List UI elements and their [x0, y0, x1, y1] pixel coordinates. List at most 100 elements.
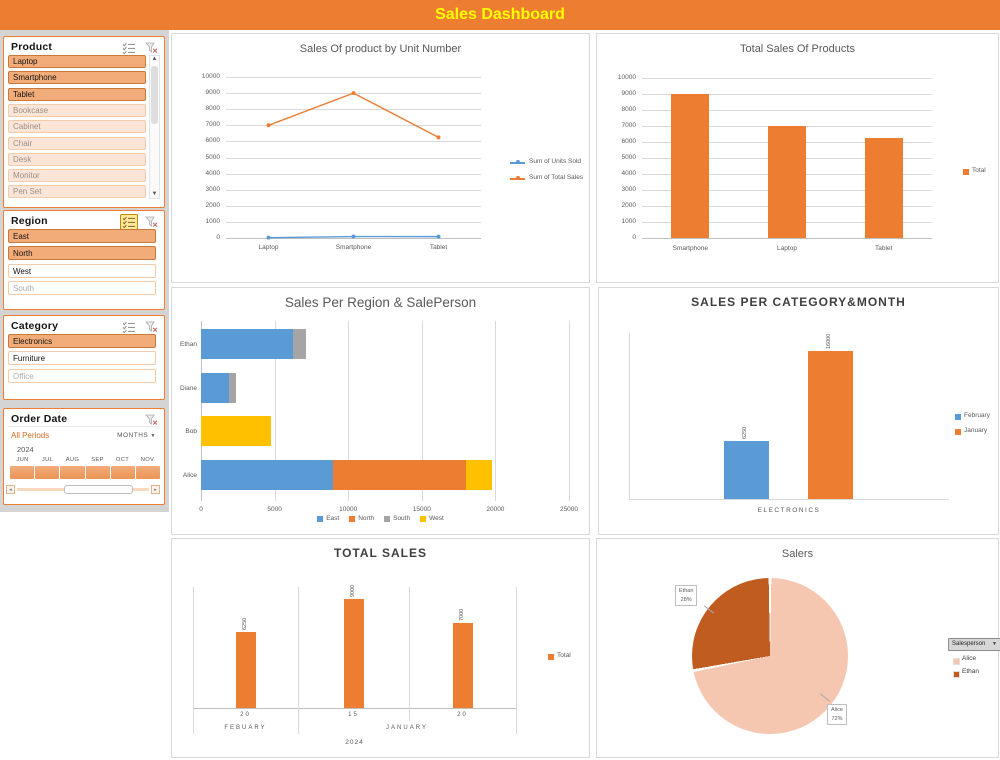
product-scrollbar-up-arrow[interactable]: ▲ [151, 56, 158, 62]
timeline-selected-segment[interactable] [85, 466, 110, 479]
chart-title: Sales Of product by Unit Number [299, 43, 462, 55]
legend-swatch [955, 429, 961, 435]
slicer-item-tablet[interactable]: Tablet [8, 87, 146, 101]
timeline-scroll-left-arrow[interactable]: ◂ [6, 485, 15, 494]
bar-segment-south [228, 372, 237, 403]
slicer-item-desk[interactable]: Desk [8, 152, 146, 166]
chart-units-line[interactable]: Sales Of product by Unit Number 0 1000 200… [171, 33, 590, 283]
x-axis-month-label: JANUARY [386, 725, 428, 731]
slicer-category-title: Category [11, 320, 59, 332]
clear-filter-icon[interactable] [142, 214, 160, 230]
slicer-item-smartphone[interactable]: Smartphone [8, 71, 146, 85]
slicer-item-electronics[interactable]: Electronics [8, 334, 156, 348]
legend-label: South [393, 515, 411, 522]
bar-total [452, 623, 473, 708]
slicer-item-south[interactable]: South [8, 280, 156, 295]
pie-field-button-salesperson[interactable]: Salesperson ▼ [948, 638, 1000, 651]
slicer-item-chair[interactable]: Chair [8, 136, 146, 150]
clear-filter-icon[interactable] [142, 412, 160, 428]
slicer-item-office[interactable]: Office [8, 368, 156, 383]
gridline [226, 205, 481, 207]
chart-sales-per-category-month[interactable]: SALES PER CATEGORY&MONTH 6250 February 160… [598, 287, 999, 535]
axis-tick-month-level [193, 721, 194, 734]
gridline [421, 321, 423, 501]
slicer-item-pen-set[interactable]: Pen Set [8, 185, 146, 199]
timeline-scroll-right-arrow[interactable]: ▸ [151, 485, 160, 494]
bar-total [343, 599, 364, 708]
gridline [226, 157, 481, 159]
legend-swatch [953, 658, 960, 665]
timeline-selected-segment[interactable] [135, 466, 161, 479]
multi-select-glyph [122, 216, 135, 228]
slicer-item-laptop[interactable]: Laptop [8, 55, 146, 68]
clear-filter-icon[interactable] [142, 40, 160, 56]
chart-sales-per-region-salesperson[interactable]: Sales Per Region & SalePerson 0 5000 10000… [171, 287, 590, 535]
slicer-item-east[interactable]: East [8, 229, 156, 243]
multi-select-icon[interactable] [120, 40, 138, 56]
gridline [409, 587, 410, 708]
legend: East North South West [172, 515, 589, 522]
y-axis-tick-label: 4000 [205, 169, 220, 177]
legend-swatch [953, 671, 960, 678]
chart-salers-pie[interactable]: Salers Salesperson ▼ Alice 72% Alice Ethan… [596, 538, 1000, 758]
chart-title: TOTAL SALES [333, 546, 427, 560]
timeline-selected-segment[interactable] [35, 466, 60, 479]
timeline-selected-segment[interactable] [10, 466, 35, 479]
axis-tick-day-level [516, 708, 517, 721]
data-point-marker [266, 235, 271, 240]
y-axis-category-label: Ethan [180, 341, 197, 348]
chart-title: Total Sales Of Products [740, 43, 855, 55]
slicer-item-monitor[interactable]: Monitor [8, 169, 146, 183]
timeline-selected-segment[interactable] [60, 466, 85, 479]
clear-filter-icon[interactable] [142, 319, 160, 335]
slicer-item-west[interactable]: West [8, 263, 156, 278]
gridline [348, 321, 350, 501]
y-axis-line [629, 333, 630, 499]
legend-label: Ethan [962, 668, 979, 675]
y-axis-tick-label: 8000 [205, 105, 220, 113]
multi-select-icon[interactable] [120, 319, 138, 335]
slicer-item-furniture[interactable]: Furniture [8, 351, 156, 366]
product-scrollbar-down-arrow[interactable]: ▼ [151, 191, 158, 197]
timeline-month-label: JUN [16, 457, 29, 463]
timeline-month-label: NOV [140, 457, 155, 463]
gridline [226, 125, 481, 127]
gridline [495, 321, 497, 501]
data-point-marker [266, 123, 271, 128]
x-axis-tick-label: 10000 [339, 506, 358, 513]
slicer-item-cabinet[interactable]: Cabinet [8, 120, 146, 134]
bar-data-label: 7000 [458, 609, 465, 622]
timeline-selection-bar[interactable] [10, 466, 161, 479]
gridline [226, 109, 481, 111]
chart-total-sales-products[interactable]: Total Sales Of Products 0 1000 2000 3000 400… [596, 33, 999, 283]
legend-label: Sum of Total Sales [529, 174, 584, 181]
timeline-selected-segment[interactable] [110, 466, 135, 479]
funnel-glyph [144, 321, 157, 332]
product-scrollbar-track[interactable] [149, 55, 160, 199]
slicer-product: Product Laptop Smartphone Tablet Bookcase Ca… [3, 36, 165, 208]
product-scrollbar-thumb[interactable] [151, 66, 158, 124]
x-axis-line [629, 499, 949, 500]
bar-data-label: 6250 [742, 427, 748, 440]
chart-total-sales-by-date[interactable]: TOTAL SALES 6250 20 FEBUARY 9000 15 7000 20 JAN… [171, 538, 590, 758]
x-axis-tick-label: 15000 [412, 506, 431, 513]
y-axis-tick-label: 6000 [621, 138, 636, 145]
chart-title: Sales Per Region & SalePerson [284, 295, 477, 310]
timeline-level-dropdown[interactable]: MONTHS ▼ [117, 432, 156, 439]
slicer-item-north[interactable]: North [8, 246, 156, 261]
x-axis-day-label: 20 [457, 712, 468, 718]
x-axis-year-label: 2024 [345, 739, 364, 746]
chevron-down-icon: ▼ [992, 641, 997, 647]
x-axis-category-label: Tablet [874, 245, 893, 252]
multi-select-glyph [122, 321, 135, 333]
data-point-marker [436, 234, 441, 239]
multi-select-icon[interactable] [120, 214, 138, 230]
slicer-item-bookcase[interactable]: Bookcase [8, 103, 146, 117]
timeline-period-label: All Periods [11, 431, 50, 440]
gridline [226, 189, 481, 191]
legend-label: January [964, 427, 988, 434]
slicer-category: Category Electronics Furniture Office [3, 315, 165, 400]
legend-marker-dot [515, 176, 520, 181]
timeline-scroll-thumb[interactable] [64, 485, 133, 494]
